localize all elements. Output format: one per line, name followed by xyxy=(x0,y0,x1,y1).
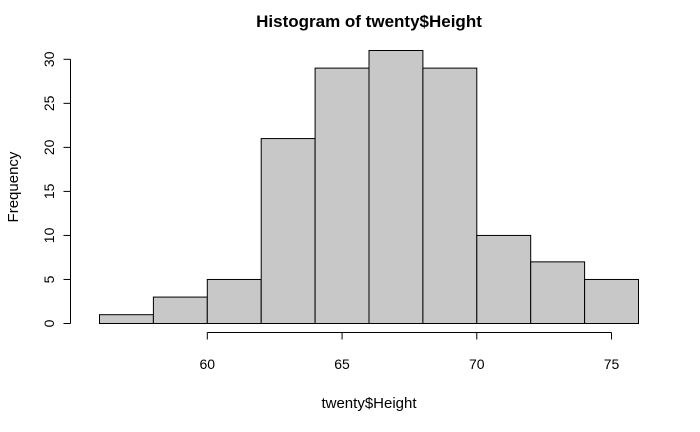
histogram-bar-7 xyxy=(422,67,478,324)
y-tick-label: 25 xyxy=(41,95,57,111)
y-tick-label: 10 xyxy=(41,227,57,243)
y-tick-label: 0 xyxy=(41,319,57,327)
y-tick-label: 15 xyxy=(41,183,57,199)
y-axis: 0 5 10 15 20 25 30 xyxy=(41,51,71,327)
chart-title: Histogram of twenty$Height xyxy=(256,12,482,31)
bars-group xyxy=(99,50,639,325)
x-axis: 60 65 70 75 xyxy=(200,332,620,372)
histogram-bar-8 xyxy=(476,234,532,324)
histogram-bar-3 xyxy=(206,278,262,324)
x-tick-label: 60 xyxy=(200,356,216,372)
y-tick-label: 5 xyxy=(41,275,57,283)
x-tick-label: 75 xyxy=(604,356,620,372)
histogram-bar-6 xyxy=(368,50,424,324)
y-tick-label: 30 xyxy=(41,51,57,67)
x-tick-label: 70 xyxy=(469,356,485,372)
y-tick-label: 20 xyxy=(41,139,57,155)
histogram-bar-2 xyxy=(152,296,208,325)
histogram-bar-10 xyxy=(584,278,639,324)
x-tick-label: 65 xyxy=(334,356,350,372)
x-axis-label: twenty$Height xyxy=(321,395,417,412)
histogram-bar-4 xyxy=(260,138,316,324)
histogram-bar-1 xyxy=(99,314,154,324)
histogram-bar-5 xyxy=(314,67,370,324)
y-axis-label: Frequency xyxy=(5,151,22,222)
histogram-bar-9 xyxy=(530,261,586,324)
